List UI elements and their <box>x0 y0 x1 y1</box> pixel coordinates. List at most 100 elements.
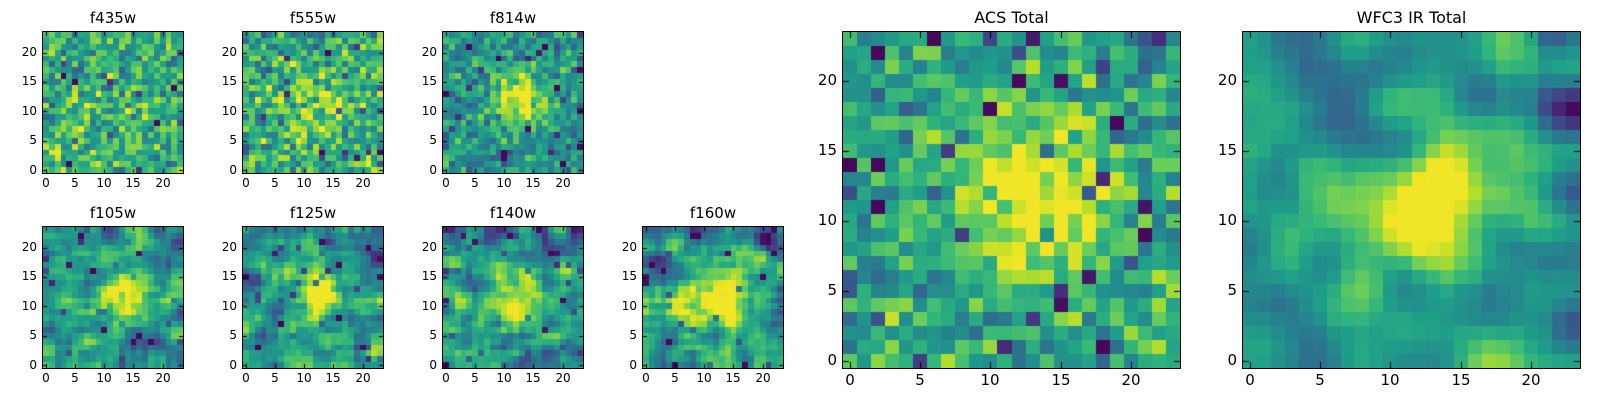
x-tick-label: 15 <box>525 176 541 190</box>
y-tick-label: 15 <box>221 74 237 88</box>
y-tick-label: 15 <box>21 74 37 88</box>
y-tick-label: 5 <box>629 328 637 342</box>
y-tick-label: 5 <box>29 133 37 147</box>
x-tick-label: 15 <box>125 371 141 385</box>
y-tick-label: 10 <box>21 299 37 313</box>
x-tick-label: 5 <box>71 371 79 385</box>
x-tick-label: 0 <box>1245 371 1255 389</box>
x-tick-label: 20 <box>355 176 371 190</box>
y-tick-label: 0 <box>229 358 237 372</box>
x-tick-label: 15 <box>325 371 341 385</box>
y-tick-label: 20 <box>221 240 237 254</box>
x-tick-label: 20 <box>555 176 571 190</box>
panel-title: f105w <box>89 204 137 222</box>
y-tick-label: 5 <box>29 328 37 342</box>
y-tick-label: 5 <box>229 133 237 147</box>
x-tick-label: 0 <box>845 371 855 389</box>
plot-area <box>42 226 184 369</box>
plot-area <box>442 31 584 174</box>
x-tick-label: 15 <box>725 371 741 385</box>
panel-title: f814w <box>489 9 537 27</box>
y-tick-label: 0 <box>29 358 37 372</box>
x-tick-label: 10 <box>496 176 512 190</box>
y-tick-label: 20 <box>221 45 237 59</box>
x-tick-label: 10 <box>496 371 512 385</box>
y-tick-label: 10 <box>421 104 437 118</box>
x-tick-label: 15 <box>1451 371 1471 389</box>
x-tick-label: 0 <box>242 371 250 385</box>
y-tick-label: 0 <box>429 163 437 177</box>
panel-title: f555w <box>289 9 337 27</box>
x-tick-label: 20 <box>155 176 171 190</box>
x-tick-label: 5 <box>271 176 279 190</box>
x-tick-label: 0 <box>442 371 450 385</box>
plot-area <box>842 31 1181 369</box>
y-tick-label: 10 <box>221 299 237 313</box>
x-tick-label: 15 <box>325 176 341 190</box>
x-tick-label: 10 <box>1380 371 1400 389</box>
y-tick-label: 5 <box>429 133 437 147</box>
y-tick-label: 10 <box>1217 211 1237 229</box>
y-tick-label: 5 <box>229 328 237 342</box>
y-tick-label: 15 <box>1217 141 1237 159</box>
x-tick-label: 15 <box>1051 371 1071 389</box>
x-tick-label: 20 <box>1521 371 1541 389</box>
x-tick-label: 5 <box>671 371 679 385</box>
x-tick-label: 0 <box>642 371 650 385</box>
plot-area <box>42 31 184 174</box>
y-tick-label: 10 <box>817 211 837 229</box>
panel-title: WFC3 IR Total <box>1356 8 1467 27</box>
x-tick-label: 0 <box>442 176 450 190</box>
x-tick-label: 0 <box>42 176 50 190</box>
y-tick-label: 0 <box>29 163 37 177</box>
y-tick-label: 5 <box>827 281 837 299</box>
x-tick-label: 0 <box>242 176 250 190</box>
y-tick-label: 0 <box>429 358 437 372</box>
x-tick-label: 5 <box>1315 371 1325 389</box>
y-tick-label: 20 <box>1217 71 1237 89</box>
y-tick-label: 5 <box>429 328 437 342</box>
heatmap-f160w <box>643 227 783 368</box>
y-tick-label: 10 <box>621 299 637 313</box>
y-tick-label: 15 <box>21 269 37 283</box>
x-tick-label: 20 <box>555 371 571 385</box>
y-tick-label: 10 <box>421 299 437 313</box>
plot-area <box>242 31 384 174</box>
x-tick-label: 0 <box>42 371 50 385</box>
y-tick-label: 5 <box>1227 281 1237 299</box>
panel-title: f435w <box>89 9 137 27</box>
x-tick-label: 10 <box>980 371 1000 389</box>
plot-area <box>642 226 784 369</box>
x-tick-label: 10 <box>96 371 112 385</box>
heatmap-f140w <box>443 227 583 368</box>
x-tick-label: 5 <box>915 371 925 389</box>
y-tick-label: 10 <box>221 104 237 118</box>
y-tick-label: 0 <box>629 358 637 372</box>
y-tick-label: 20 <box>421 240 437 254</box>
y-tick-label: 10 <box>21 104 37 118</box>
x-tick-label: 5 <box>271 371 279 385</box>
y-tick-label: 20 <box>817 71 837 89</box>
y-tick-label: 15 <box>817 141 837 159</box>
x-tick-label: 20 <box>155 371 171 385</box>
heatmap-f555w <box>243 32 383 173</box>
y-tick-label: 15 <box>421 269 437 283</box>
heatmap-acs-total <box>843 32 1180 368</box>
x-tick-label: 20 <box>1121 371 1141 389</box>
x-tick-label: 15 <box>125 176 141 190</box>
y-tick-label: 15 <box>421 74 437 88</box>
panel-title: f140w <box>489 204 537 222</box>
y-tick-label: 20 <box>21 240 37 254</box>
heatmap-f105w <box>43 227 183 368</box>
x-tick-label: 20 <box>755 371 771 385</box>
y-tick-label: 0 <box>229 163 237 177</box>
plot-area <box>442 226 584 369</box>
y-tick-label: 15 <box>621 269 637 283</box>
heatmap-f125w <box>243 227 383 368</box>
panel-title: f160w <box>689 204 737 222</box>
x-tick-label: 5 <box>71 176 79 190</box>
y-tick-label: 0 <box>1227 351 1237 369</box>
x-tick-label: 5 <box>471 371 479 385</box>
x-tick-label: 10 <box>296 176 312 190</box>
